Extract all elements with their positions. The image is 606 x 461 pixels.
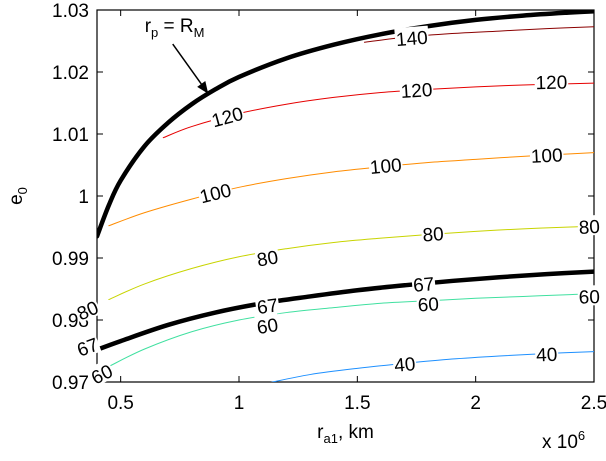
contour-label-80: 80 xyxy=(577,214,602,239)
contour-label-bg xyxy=(196,178,234,206)
contour-label-140: 140 xyxy=(394,25,430,51)
contour-label-bg xyxy=(254,293,281,317)
series-layer xyxy=(97,10,594,382)
contour-label-67: 67 xyxy=(411,272,436,297)
contour-label-bg xyxy=(577,214,602,236)
contour-label-text: 67 xyxy=(412,274,435,297)
contour-label-text: 80 xyxy=(578,217,600,239)
contour-label-40: 40 xyxy=(392,352,417,377)
x-tick-label: 1.5 xyxy=(344,393,370,414)
contour-label-text: 67 xyxy=(256,295,280,319)
contour-label-bg xyxy=(86,358,116,388)
y-tick-label: 1.02 xyxy=(52,63,89,84)
contour-label-text: 100 xyxy=(369,155,402,179)
x-tick-label: 2 xyxy=(470,393,481,414)
contour-label-bg xyxy=(399,77,434,101)
contour-label-bg xyxy=(392,352,417,375)
contour-label-bg xyxy=(534,342,559,364)
annotation-rp-rm-label: rp = RM xyxy=(145,16,205,40)
contour-label-80: 80 xyxy=(420,222,446,246)
contour-label-60: 60 xyxy=(254,312,281,339)
contour-label-bg xyxy=(368,153,404,177)
contour-label-text: 120 xyxy=(535,72,567,94)
contour-label-bg xyxy=(72,332,102,360)
contour-label-bg xyxy=(254,312,281,337)
contour-label-bg xyxy=(254,245,281,269)
contour-label-60: 60 xyxy=(577,285,602,309)
contour-label-text: 80 xyxy=(422,224,444,246)
contour-line-100 xyxy=(108,152,594,227)
contour-label-bg xyxy=(534,70,569,92)
x-tick-label: 1 xyxy=(234,393,245,414)
y-axis-label: e0 xyxy=(6,187,30,205)
contour-label-bg xyxy=(420,222,446,244)
contour-label-text: 120 xyxy=(210,104,246,133)
contour-label-67: 67 xyxy=(72,332,102,362)
x-axis-label: ra1, km xyxy=(317,422,374,446)
contour-label-text: 120 xyxy=(400,80,433,103)
contour-label-bg xyxy=(394,25,430,49)
contour-label-text: 60 xyxy=(256,315,280,339)
contour-label-120: 120 xyxy=(399,77,434,103)
contour-label-67: 67 xyxy=(254,293,281,319)
contour-line-80 xyxy=(108,225,594,301)
contour-label-80: 80 xyxy=(254,245,281,272)
contour-label-text: 60 xyxy=(88,361,116,389)
contour-label-text: 60 xyxy=(417,294,439,316)
boundary-line-rp-rm xyxy=(97,10,594,239)
contour-label-text: 100 xyxy=(530,145,563,168)
contour-label-100: 100 xyxy=(529,143,564,168)
y-tick-label: 0.99 xyxy=(52,249,89,270)
annotation-arrow-head xyxy=(197,81,209,94)
contour-label-100: 100 xyxy=(368,153,404,179)
contour-label-60: 60 xyxy=(416,292,441,316)
y-tick-label: 1 xyxy=(78,187,89,208)
contour-line-67 xyxy=(97,269,594,353)
contour-line-60 xyxy=(108,293,594,367)
x-tick-label: 2.5 xyxy=(581,393,606,414)
contour-label-text: 40 xyxy=(393,354,416,377)
contour-label-120: 120 xyxy=(534,70,569,94)
x-axis-multiplier: x 106 xyxy=(542,428,585,453)
contour-label-text: 40 xyxy=(536,345,558,367)
contour-label-bg xyxy=(577,285,602,306)
y-tick-label: 0.97 xyxy=(52,373,89,394)
contour-label-text: 140 xyxy=(395,28,428,51)
contour-label-40: 40 xyxy=(534,342,559,367)
contour-label-100: 100 xyxy=(196,178,234,208)
contour-label-bg xyxy=(416,292,441,314)
contour-label-60: 60 xyxy=(86,358,116,389)
contour-label-text: 100 xyxy=(198,180,234,208)
contour-label-text: 80 xyxy=(255,247,279,271)
y-tick-label: 1.03 xyxy=(52,1,89,22)
contour-label-bg xyxy=(411,272,436,295)
contour-label-text: 60 xyxy=(578,287,600,309)
y-tick-label: 1.01 xyxy=(52,125,89,146)
contour-label-bg xyxy=(529,143,564,165)
x-tick-label: 0.5 xyxy=(107,393,133,414)
contour-label-bg xyxy=(72,295,102,323)
contour-label-120: 120 xyxy=(208,101,246,133)
contour-label-bg xyxy=(208,101,246,130)
annotation-layer: rp = RM xyxy=(145,16,209,95)
